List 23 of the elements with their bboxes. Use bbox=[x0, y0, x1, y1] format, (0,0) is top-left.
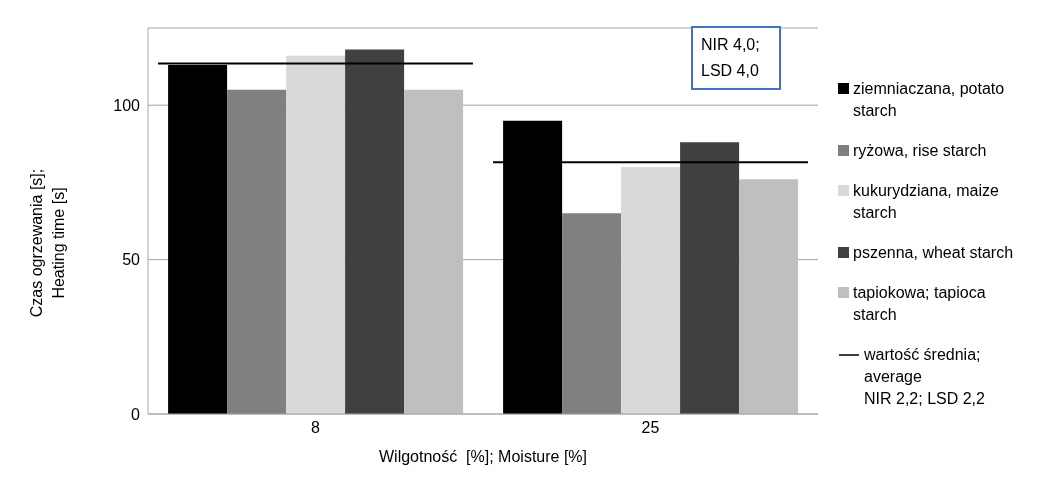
legend-label: tapiokowa; tapioca starch bbox=[853, 283, 987, 325]
bar bbox=[739, 179, 799, 414]
legend-label: kukurydziana, maize starch bbox=[853, 181, 1000, 223]
bar bbox=[562, 213, 622, 414]
bar bbox=[345, 49, 405, 414]
y-tick-label: 100 bbox=[113, 96, 141, 114]
annotation: NIR 4,0; LSD 4,0 bbox=[691, 26, 781, 90]
x-tick-label: 8 bbox=[311, 419, 321, 437]
bar bbox=[286, 55, 346, 414]
bar bbox=[404, 89, 464, 414]
legend-label: ziemniaczana, potato starch bbox=[853, 79, 1006, 121]
x-tick-label: 25 bbox=[641, 419, 660, 437]
bar bbox=[621, 166, 681, 414]
bar bbox=[680, 142, 740, 414]
x-axis-title: Wilgotność [%]; Moisture [%] bbox=[377, 448, 589, 466]
y-axis-title: Czas ogrzewania [s]; Heating time [s] bbox=[27, 167, 68, 320]
legend-label: ryżowa, rise starch bbox=[853, 141, 987, 161]
legend-label: wartość średnia; average bbox=[864, 345, 982, 387]
y-tick-label: 0 bbox=[131, 405, 141, 423]
text: NIR 2,2; LSD 2,2 bbox=[864, 389, 986, 409]
y-tick-label: 50 bbox=[122, 251, 141, 269]
bar bbox=[227, 89, 287, 414]
legend-label: pszenna, wheat starch bbox=[853, 243, 1014, 263]
